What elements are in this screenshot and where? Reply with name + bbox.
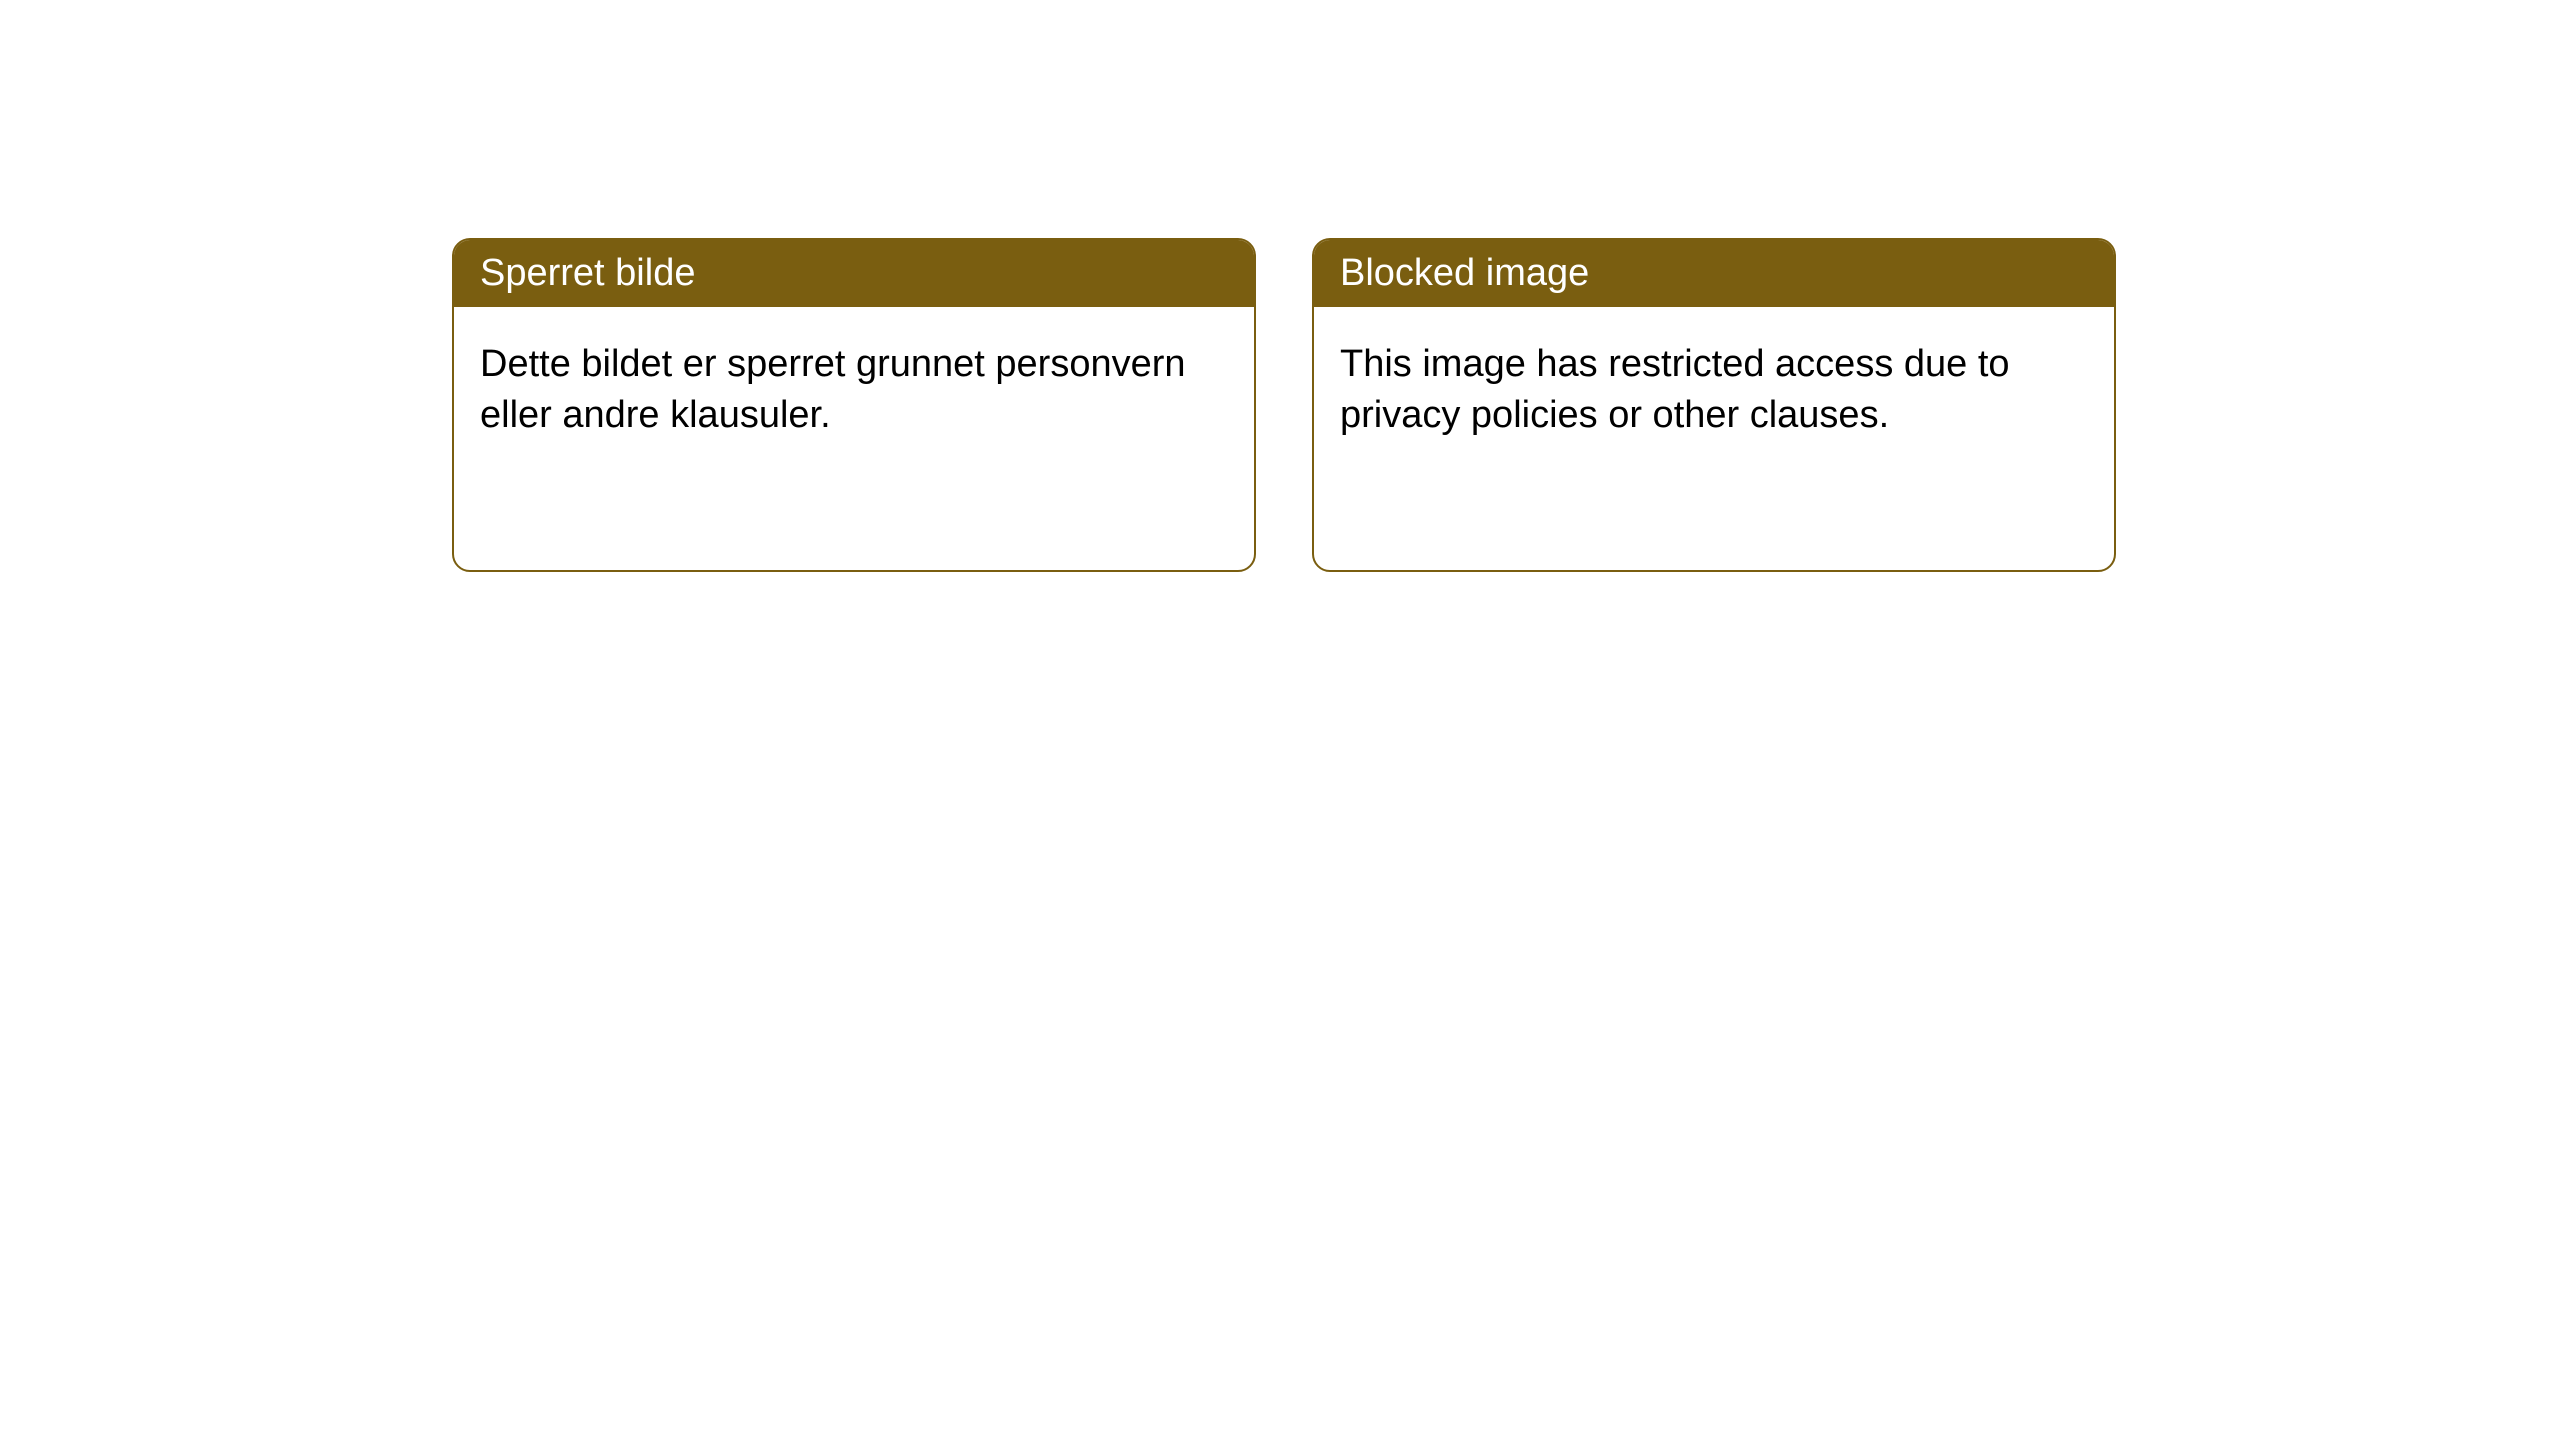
notice-title: Blocked image (1340, 252, 1589, 294)
notice-card-norwegian: Sperret bilde Dette bildet er sperret gr… (452, 238, 1256, 572)
notice-header: Sperret bilde (454, 240, 1254, 307)
notice-header: Blocked image (1314, 240, 2114, 307)
notice-title: Sperret bilde (480, 252, 695, 294)
notice-container: Sperret bilde Dette bildet er sperret gr… (452, 238, 2116, 572)
notice-body: Dette bildet er sperret grunnet personve… (454, 307, 1254, 474)
notice-card-english: Blocked image This image has restricted … (1312, 238, 2116, 572)
notice-body: This image has restricted access due to … (1314, 307, 2114, 474)
notice-body-text: This image has restricted access due to … (1340, 343, 2010, 436)
notice-body-text: Dette bildet er sperret grunnet personve… (480, 343, 1186, 436)
